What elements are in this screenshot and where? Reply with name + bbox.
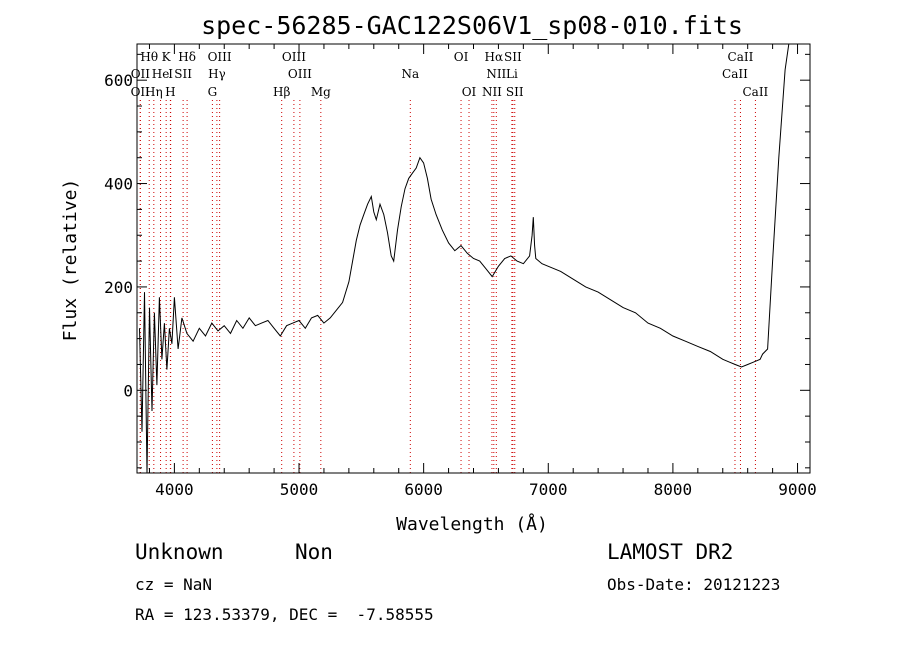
line-label-25: OI <box>462 85 477 99</box>
line-label-17: Li <box>506 67 518 81</box>
line-label-16: NII <box>486 67 506 81</box>
redshift-cz: cz = NaN <box>135 575 213 594</box>
y-tick-label: 200 <box>104 278 133 297</box>
x-axis-ticks: 4000 5000 6000 7000 8000 9000 <box>148 44 817 499</box>
line-label-5: OI <box>454 50 469 64</box>
line-label-0: Hθ <box>140 50 158 64</box>
line-label-19: OII <box>131 85 151 99</box>
line-label-23: Hβ <box>273 85 290 99</box>
line-label-18: CaII <box>722 67 748 81</box>
y-tick-label: 400 <box>104 175 133 194</box>
line-label-13: Hγ <box>208 67 226 81</box>
y-tick-label: 600 <box>104 71 133 90</box>
line-label-20: Hη <box>145 85 163 99</box>
y-tick-label: 0 <box>123 381 133 400</box>
line-label-15: Na <box>401 67 419 81</box>
line-label-21: H <box>165 85 175 99</box>
line-label-8: CaII <box>728 50 754 64</box>
line-label-11: I <box>168 67 173 81</box>
x-axis-label: Wavelength (Å) <box>396 513 548 535</box>
line-label-24: Mg <box>311 85 331 99</box>
line-label-12: SII <box>174 67 192 81</box>
observation-date: Obs-Date: 20121223 <box>607 575 781 594</box>
line-label-7: SII <box>504 50 522 64</box>
coordinates: RA = 123.53379, DEC = -7.58555 <box>135 605 434 624</box>
x-tick-label: 8000 <box>654 480 693 499</box>
line-label-4: OIII <box>282 50 306 64</box>
line-label-14: OIII <box>288 67 312 81</box>
line-label-28: CaII <box>742 85 768 99</box>
line-label-10: He <box>152 67 170 81</box>
line-label-3: OIII <box>208 50 232 64</box>
y-axis-ticks: 0 200 400 600 <box>104 53 810 469</box>
line-label-6: Hα <box>485 50 504 64</box>
spectral-line-markers <box>139 100 756 473</box>
object-subclass: Non <box>295 540 333 564</box>
line-label-2: Hδ <box>178 50 196 64</box>
chart-title: spec-56285-GAC122S06V1_sp08-010.fits <box>201 11 743 40</box>
x-tick-label: 5000 <box>280 480 319 499</box>
line-label-1: K <box>162 50 172 64</box>
x-tick-label: 4000 <box>155 480 194 499</box>
x-tick-label: 7000 <box>529 480 568 499</box>
spectrum-series-line <box>139 43 798 474</box>
line-label-9: OII <box>131 67 151 81</box>
survey-name: LAMOST DR2 <box>607 540 734 564</box>
line-label-26: NII <box>482 85 502 99</box>
x-tick-label: 9000 <box>778 480 817 499</box>
x-tick-label: 6000 <box>404 480 443 499</box>
line-label-27: SII <box>506 85 524 99</box>
y-axis-label: Flux (relative) <box>60 179 81 342</box>
object-class: Unknown <box>135 540 224 564</box>
line-label-22: G <box>208 85 218 99</box>
